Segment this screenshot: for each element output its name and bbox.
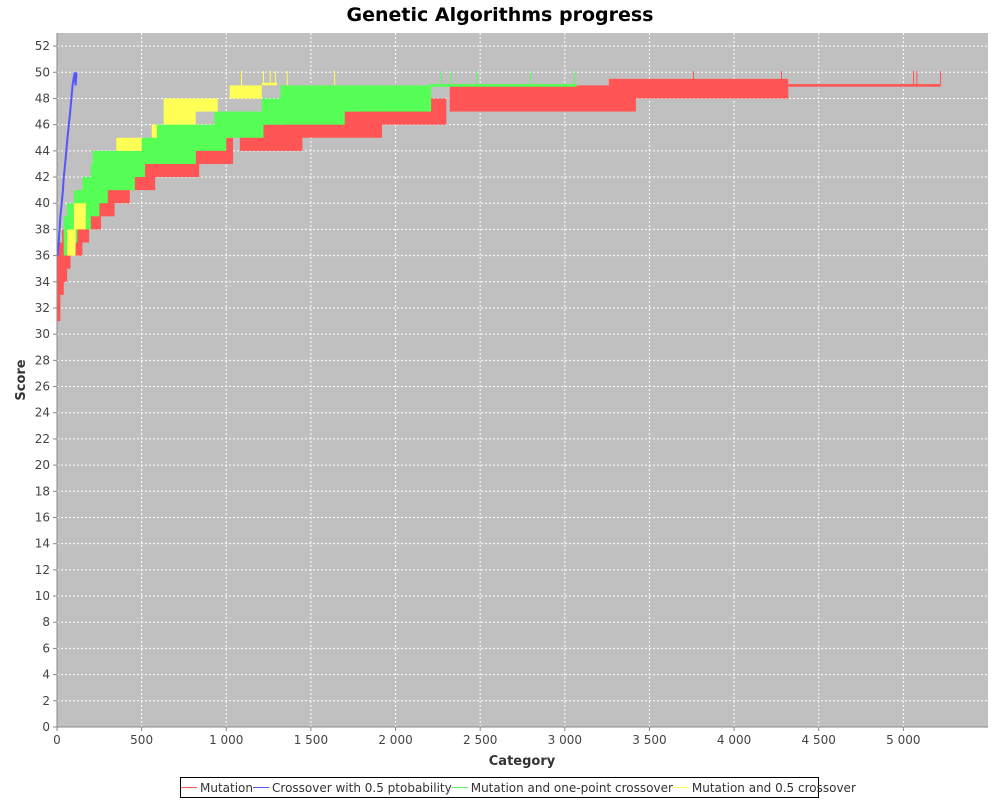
y-tick-label: 6 [42,641,50,655]
series-band [788,84,941,87]
y-tick-label: 14 [35,537,50,551]
series-band [214,111,264,138]
y-tick-label: 24 [35,406,50,420]
y-tick-label: 12 [35,563,50,577]
x-tick-label: 4 000 [717,733,751,747]
y-tick-label: 52 [35,39,50,53]
series-band [429,84,577,87]
y-tick-label: 18 [35,484,50,498]
y-tick-label: 50 [35,65,50,79]
y-axis-ticks: 0246810121416182022242628303234363840424… [35,39,57,734]
series-band [261,82,278,86]
series-band [168,98,218,112]
legend-swatch [451,787,468,788]
x-tick-label: 1 500 [294,733,328,747]
chart-title: Genetic Algorithms progress [347,4,654,26]
series-band [67,229,76,256]
series-band [73,203,86,230]
y-tick-label: 20 [35,458,50,472]
legend-label: Crossover with 0.5 ptobability [272,780,452,795]
legend-label: Mutation and 0.5 crossover [691,780,856,795]
legend-entry: Mutation and one-point crossover [451,780,673,795]
y-tick-label: 22 [35,432,50,446]
series-band [92,150,146,178]
x-tick-label: 500 [130,733,153,747]
y-tick-label: 38 [35,222,50,236]
x-tick-label: 2 000 [378,733,412,747]
series-band [229,85,262,99]
y-tick-label: 40 [35,196,50,210]
y-tick-label: 4 [42,668,50,682]
x-tick-label: 3 000 [548,733,582,747]
series-band [57,268,64,295]
x-tick-label: 5 000 [886,733,920,747]
x-tick-label: 4 500 [802,733,836,747]
y-tick-label: 48 [35,91,50,105]
series-3 [67,70,336,256]
series-1 [56,72,78,256]
y-tick-label: 36 [35,249,50,263]
y-tick-label: 42 [35,170,50,184]
x-axis-label: Category [489,754,556,769]
series-band [280,85,432,112]
x-tick-label: 1 000 [209,733,243,747]
y-tick-label: 8 [42,615,50,629]
y-tick-label: 32 [35,301,50,315]
series-layer [56,70,942,322]
series-band [57,294,61,322]
y-tick-label: 28 [35,353,50,367]
series-band [151,124,157,138]
legend-swatch [672,787,689,788]
y-tick-label: 34 [35,275,50,289]
legend-entry: Mutation and 0.5 crossover [672,780,856,795]
series-band [608,78,789,99]
x-tick-label: 0 [53,733,61,747]
y-tick-label: 46 [35,118,50,132]
series-band [449,85,636,112]
legend-label: Mutation and one-point crossover [470,780,673,795]
x-tick-label: 2 500 [463,733,497,747]
x-tick-label: 3 500 [632,733,666,747]
legend-entry: Mutation [181,781,253,795]
y-tick-label: 10 [35,589,50,603]
legend-swatch [181,787,197,788]
y-tick-label: 16 [35,510,50,524]
y-axis-label: Score [14,359,29,400]
y-tick-label: 44 [35,144,50,158]
chart-legend: Mutation Crossover with 0.5 ptobability Mu… [180,777,856,798]
series-band [116,137,142,151]
y-tick-label: 0 [42,720,50,734]
y-tick-label: 26 [35,380,50,394]
y-tick-label: 30 [35,327,50,341]
series-line [56,72,78,256]
legend-entry: Crossover with 0.5 ptobability [253,781,452,795]
legend-label: Mutation [200,780,254,795]
y-tick-label: 2 [42,694,50,708]
legend-swatch [253,787,270,788]
x-axis-ticks: 0 500 1 000 1 500 2 000 2 500 3 000 3 500 4 000 4… [53,727,921,747]
